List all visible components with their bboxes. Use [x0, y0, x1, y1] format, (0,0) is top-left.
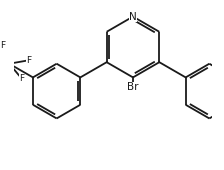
Text: Br: Br [127, 82, 139, 92]
Text: F: F [19, 74, 24, 83]
Text: F: F [26, 56, 31, 65]
Text: N: N [129, 12, 137, 22]
Text: F: F [0, 41, 5, 50]
